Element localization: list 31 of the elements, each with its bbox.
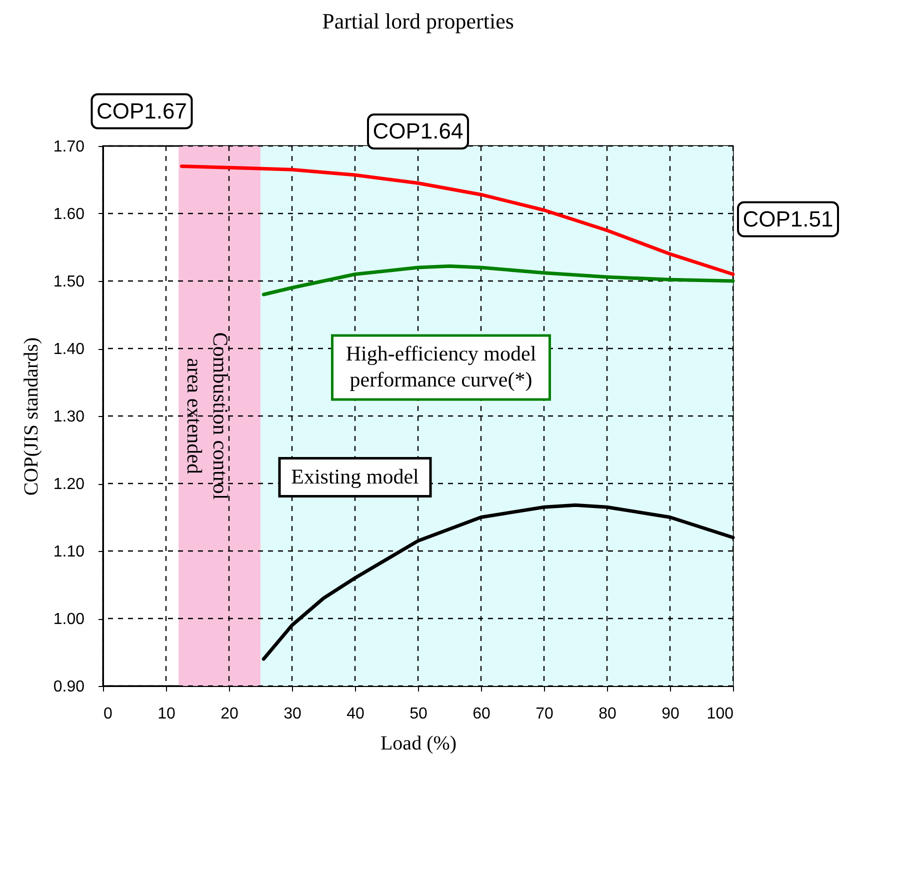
y-tick-label: 1.20 [53,476,85,493]
x-tick-label: 50 [410,706,428,722]
x-tick-label: 70 [536,706,554,722]
x-tick-label: 60 [472,706,490,722]
x-tick-label: 100 [706,706,734,722]
y-tick-label: 1.00 [53,611,85,628]
y-tick-label: 1.30 [53,408,85,426]
y-tick-label: 1.50 [53,274,85,290]
band-label: Combustion control area extended [182,332,233,500]
annotation: COP1.51 [742,206,834,232]
y-tick-label: 1.10 [53,544,85,560]
y-tick-label: 1.70 [53,138,85,156]
x-tick-label: 80 [598,706,616,722]
annotation: COP1.67 [96,98,187,124]
x-tick-label: 10 [158,706,176,722]
line-series [262,264,735,296]
x-tick-label: 0 [104,706,112,722]
y-tick-label: 0.90 [53,678,85,696]
text: High-efficiency model performance curve(*) [346,342,536,392]
chart-title: Partial lord properties [322,8,514,34]
x-tick-label: 40 [346,706,364,722]
annotation: COP1.64 [372,118,464,144]
y-tick-label: 1.40 [53,341,85,358]
x-tick-label: 30 [284,706,302,722]
line-series [180,164,735,276]
y-axis-title: COP(JIS standards) [20,337,42,496]
x-tick-label: 20 [220,706,238,722]
x-axis-title: Load (%) [380,732,457,754]
x-tick-label: 90 [662,706,680,722]
y-tick-label: 1.60 [53,206,85,223]
text: Existing model [291,464,420,488]
